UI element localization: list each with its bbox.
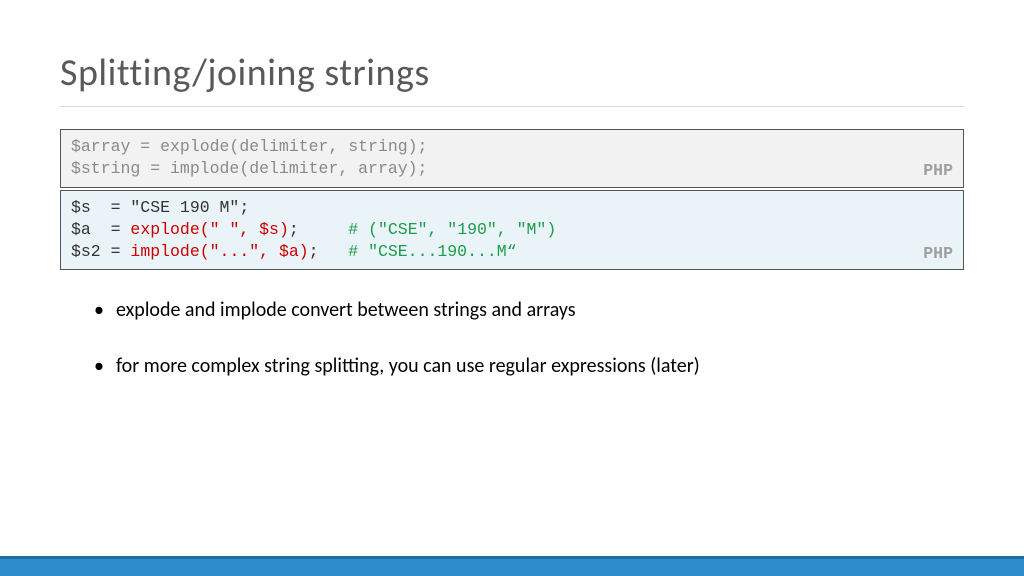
code-line: $array = explode(delimiter, string); [71, 136, 953, 158]
code-segment: $string = implode(delimiter, array); [71, 159, 427, 178]
lang-label: PHP [923, 243, 953, 265]
slide-title: Splitting/joining strings [60, 50, 964, 96]
example-code-box: $s = "CSE 190 M"; $a = explode(" ", $s); … [60, 190, 964, 271]
code-segment: explode(" ", $s) [130, 220, 288, 239]
bullet-list: explode and implode convert between stri… [94, 298, 964, 378]
code-line: $string = implode(delimiter, array); [71, 158, 953, 180]
code-line: $s2 = implode("...", $a); # "CSE...190..… [71, 241, 953, 263]
bullet-item: for more complex string splitting, you c… [94, 354, 964, 378]
code-segment: $array = explode(delimiter, string); [71, 137, 427, 156]
slide: Splitting/joining strings $array = explo… [0, 0, 1024, 576]
code-segment: $a = [71, 220, 130, 239]
syntax-code-box: $array = explode(delimiter, string); $str… [60, 129, 964, 188]
code-segment: # "CSE...190...M“ [348, 242, 516, 261]
code-segment: $s = "CSE 190 M"; [71, 198, 249, 217]
title-rule [60, 106, 964, 107]
lang-label: PHP [923, 160, 953, 182]
bullet-item: explode and implode convert between stri… [94, 298, 964, 322]
code-segment: ; [289, 220, 348, 239]
code-segment: ; [309, 242, 349, 261]
code-segment: implode("...", $a) [130, 242, 308, 261]
code-segment: # ("CSE", "190", "M") [348, 220, 556, 239]
code-lines: $s = "CSE 190 M"; $a = explode(" ", $s); … [71, 197, 953, 264]
code-line: $s = "CSE 190 M"; [71, 197, 953, 219]
code-line: $a = explode(" ", $s); # ("CSE", "190", … [71, 219, 953, 241]
code-lines: $array = explode(delimiter, string); $str… [71, 136, 953, 181]
footer-bar [0, 556, 1024, 576]
code-segment: $s2 = [71, 242, 130, 261]
